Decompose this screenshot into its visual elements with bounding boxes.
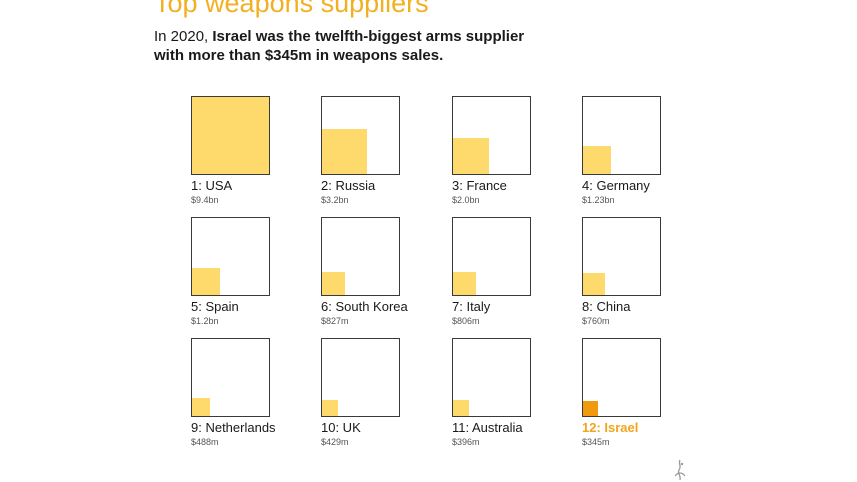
supplier-value: $806m [452, 316, 480, 326]
supplier-box [452, 96, 531, 175]
supplier-label: 12: Israel [582, 420, 639, 435]
supplier-area-mark [322, 272, 345, 295]
supplier-value: $760m [582, 316, 610, 326]
supplier-card: 1: USA $9.4bn [191, 96, 311, 206]
subtitle-emphasis: Israel was the twelfth-biggest arms supp… [154, 28, 525, 64]
supplier-card: 6: South Korea $827m [321, 217, 441, 327]
supplier-card: 8: China $760m [582, 217, 702, 327]
supplier-area-mark [453, 272, 476, 295]
supplier-box [452, 217, 531, 296]
supplier-card: 9: Netherlands $488m [191, 338, 311, 448]
supplier-box [582, 217, 661, 296]
supplier-value: $9.4bn [191, 195, 219, 205]
supplier-label: 2: Russia [321, 178, 376, 193]
supplier-value: $429m [321, 437, 349, 447]
supplier-box [321, 96, 400, 175]
subtitle-lead: In 2020, [154, 28, 213, 45]
supplier-card: 7: Italy $806m [452, 217, 572, 327]
supplier-box [582, 338, 661, 417]
supplier-box [321, 338, 400, 417]
supplier-value: $396m [452, 437, 480, 447]
supplier-box [452, 338, 531, 417]
supplier-card: 11: Australia $396m [452, 338, 572, 448]
supplier-label: 4: Germany [582, 178, 650, 193]
supplier-area-mark [192, 97, 269, 174]
supplier-value: $345m [582, 437, 610, 447]
supplier-value: $2.0bn [452, 195, 480, 205]
chart-subtitle: In 2020, Israel was the twelfth-biggest … [154, 27, 554, 65]
supplier-area-mark [453, 400, 469, 416]
supplier-label: 7: Italy [452, 299, 491, 314]
supplier-label: 8: China [582, 299, 631, 314]
supplier-label: 9: Netherlands [191, 420, 276, 435]
supplier-label: 1: USA [191, 178, 233, 193]
supplier-card: 3: France $2.0bn [452, 96, 572, 206]
supplier-area-mark [583, 146, 611, 174]
supplier-card: 2: Russia $3.2bn [321, 96, 441, 206]
supplier-box [582, 96, 661, 175]
supplier-area-mark [583, 401, 598, 416]
supplier-value: $827m [321, 316, 349, 326]
supplier-card: 5: Spain $1.2bn [191, 217, 311, 327]
supplier-card: 4: Germany $1.23bn [582, 96, 702, 206]
supplier-label: 3: France [452, 178, 507, 193]
supplier-box [321, 217, 400, 296]
supplier-card: 12: Israel $345m [582, 338, 702, 448]
supplier-label: 10: UK [321, 420, 361, 435]
supplier-value: $1.23bn [582, 195, 615, 205]
supplier-card: 10: UK $429m [321, 338, 441, 448]
supplier-label: 6: South Korea [321, 299, 408, 314]
supplier-area-mark [322, 129, 367, 174]
supplier-label: 11: Australia [452, 420, 523, 435]
supplier-area-mark [322, 399, 339, 416]
supplier-value: $1.2bn [191, 316, 219, 326]
chart-title: Top weapons suppliers [154, 0, 429, 18]
supplier-box [191, 217, 270, 296]
supplier-label: 5: Spain [191, 299, 239, 314]
supplier-area-mark [192, 398, 210, 416]
supplier-area-mark [192, 267, 220, 295]
supplier-area-mark [583, 273, 605, 295]
supplier-box [191, 96, 270, 175]
supplier-box [191, 338, 270, 417]
supplier-area-mark [453, 138, 489, 174]
supplier-value: $3.2bn [321, 195, 349, 205]
supplier-value: $488m [191, 437, 219, 447]
al-jazeera-logo-icon [674, 459, 686, 481]
